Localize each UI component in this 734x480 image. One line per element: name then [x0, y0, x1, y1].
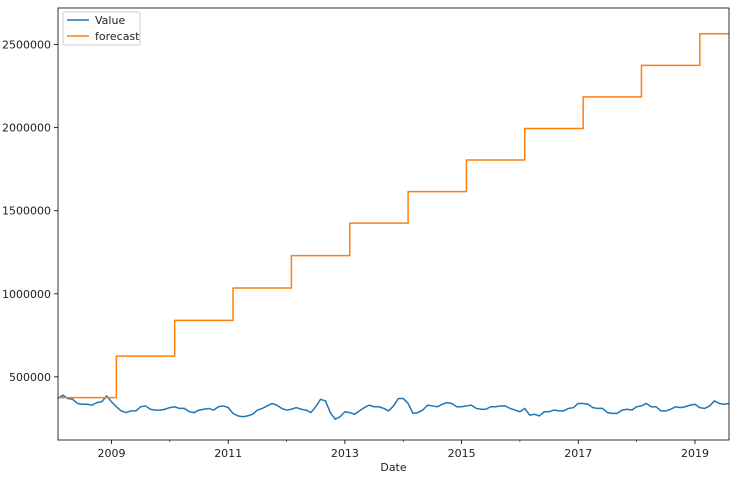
legend: Value forecast: [62, 11, 141, 46]
x-tick-label: 2009: [98, 447, 126, 460]
plot-area: [58, 33, 729, 420]
x-axis-label: Date: [380, 461, 407, 474]
axes-frame: [57, 7, 730, 441]
y-tick-label: 500000: [9, 371, 51, 384]
x-tick-label: 2017: [564, 447, 592, 460]
series-line-forecast: [58, 33, 729, 399]
x-tick-label: 2019: [681, 447, 709, 460]
legend-label-value: Value: [95, 14, 125, 27]
y-tick-label: 2500000: [2, 39, 51, 52]
axes: 2009 2011 2013 2015 2017 2019 500000 1000000 150…: [2, 7, 730, 460]
x-tick-label: 2013: [331, 447, 359, 460]
y-tick-label: 2000000: [2, 122, 51, 135]
y-tick-label: 1500000: [2, 205, 51, 218]
series-line-value: [58, 394, 729, 420]
x-tick-label: 2015: [448, 447, 476, 460]
legend-label-forecast: forecast: [95, 30, 140, 43]
y-tick-label: 1000000: [2, 288, 51, 301]
x-tick-label: 2011: [214, 447, 242, 460]
